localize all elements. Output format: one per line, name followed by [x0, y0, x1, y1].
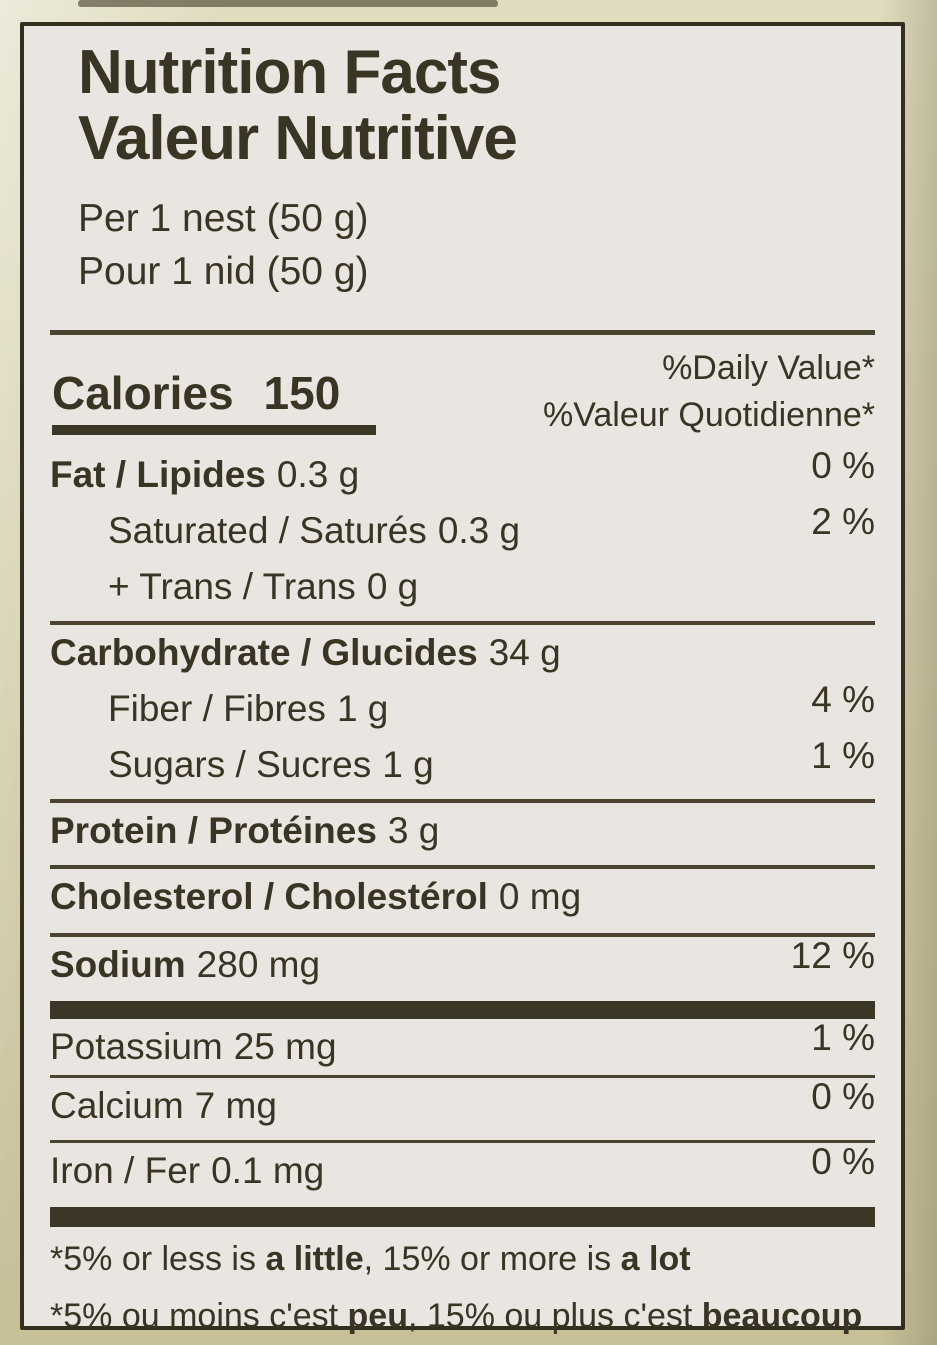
nutrition-facts-label: Nutrition Facts Valeur Nutritive Per 1 n…	[20, 22, 905, 1335]
footnote-text: *5% ou moins c'est	[50, 1297, 348, 1335]
nutrient-percent: 0 %	[811, 1076, 875, 1117]
nutrient-row-carbohydrate: Carbohydrate / Glucides 34 g	[50, 625, 875, 681]
separator	[50, 799, 875, 803]
nutrient-percent: 2 %	[811, 501, 875, 542]
nutrient-name: Sodium 280 mg	[50, 945, 320, 985]
nutrient-row-iron: Iron / Fer 0.1 mg 0 %	[50, 1141, 875, 1207]
daily-value-header: %Daily Value* %Valeur Quotidienne*	[543, 345, 875, 439]
nutrient-row-potassium: Potassium 25 mg 1 %	[50, 1017, 875, 1075]
nutrient-name: Cholesterol / Cholestérol 0 mg	[50, 877, 581, 917]
nutrient-percent: 0 %	[811, 1141, 875, 1182]
serving-size-en: Per 1 nest (50 g)	[78, 197, 369, 240]
daily-value-header-fr: %Valeur Quotidienne*	[542, 396, 875, 434]
nutrient-name-text: Fat / Lipides	[50, 454, 266, 495]
nutrient-row-sodium: Sodium 280 mg 12 %	[50, 935, 875, 1001]
thick-separator	[50, 1001, 875, 1019]
footnote-en: *5% or less is a little, 15% or more is …	[50, 1235, 875, 1284]
separator	[50, 621, 875, 625]
nutrient-name: Fiber / Fibres 1 g	[108, 689, 388, 729]
nutrient-name: Protein / Protéines 3 g	[50, 811, 439, 851]
nutrient-percent: 12 %	[790, 935, 875, 976]
calories-block: Calories 150	[52, 369, 376, 435]
nutrient-percent: 1 %	[811, 735, 875, 776]
nutrient-amount: 3 g	[387, 810, 440, 851]
nutrient-name-text: Iron / Fer	[50, 1150, 201, 1191]
nutrient-amount: 1 g	[336, 688, 389, 729]
footnote-fr: *5% ou moins c'est peu, 15% ou plus c'es…	[50, 1292, 875, 1341]
nutrient-amount: 0.1 mg	[211, 1150, 325, 1191]
nutrient-name-text: Fiber / Fibres	[108, 688, 326, 729]
title-fr: Valeur Nutritive	[78, 104, 518, 173]
nutrient-name-text: + Trans / Trans	[108, 566, 356, 607]
nutrient-row-cholesterol: Cholesterol / Cholestérol 0 mg	[50, 869, 875, 933]
nutrient-name-text: Protein / Protéines	[50, 810, 377, 851]
nutrient-name-text: Saturated / Saturés	[108, 510, 427, 551]
daily-value-header-en: %Daily Value*	[662, 349, 875, 387]
nutrient-name: Iron / Fer 0.1 mg	[50, 1151, 324, 1191]
nutrient-percent: 0 %	[811, 445, 875, 486]
nutrient-name: Saturated / Saturés 0.3 g	[108, 511, 520, 551]
nutrient-name: Potassium 25 mg	[50, 1027, 337, 1067]
nutrient-amount: 7 mg	[194, 1085, 277, 1126]
nutrient-row-fiber: Fiber / Fibres 1 g 4 %	[50, 679, 875, 737]
footnote-bold: a lot	[620, 1240, 691, 1278]
nutrient-name: Carbohydrate / Glucides 34 g	[50, 633, 561, 673]
nutrient-name-text: Sodium	[50, 944, 186, 985]
nutrient-name-text: Sugars / Sucres	[108, 744, 372, 785]
calories-underline	[52, 425, 376, 435]
nutrient-row-saturated: Saturated / Saturés 0.3 g 2 %	[50, 501, 875, 559]
title-en: Nutrition Facts	[78, 38, 501, 107]
nutrient-amount: 1 g	[382, 744, 434, 785]
footnote-bold: a little	[265, 1240, 364, 1278]
nutrient-row-trans: + Trans / Trans 0 g	[50, 559, 875, 621]
serving-size: Per 1 nest (50 g) Pour 1 nid (50 g)	[78, 192, 875, 298]
calories-header: Calories 150 %Daily Value* %Valeur Quotid…	[50, 335, 875, 447]
nutrient-amount: 0.3 g	[276, 454, 360, 495]
separator	[50, 1140, 875, 1143]
calories-value: 150	[263, 367, 341, 419]
nutrient-name-text: Potassium	[50, 1026, 223, 1067]
nutrient-name-text: Carbohydrate / Glucides	[50, 632, 478, 673]
separator	[50, 1075, 875, 1078]
nutrient-name-text: Cholesterol / Cholestérol	[50, 876, 488, 917]
nutrient-name: Sugars / Sucres 1 g	[108, 745, 434, 785]
serving-size-fr: Pour 1 nid (50 g)	[78, 250, 369, 293]
nutrient-row-calcium: Calcium 7 mg 0 %	[50, 1076, 875, 1140]
nutrient-amount: 0 g	[366, 566, 419, 607]
footnote-bold: beaucoup	[701, 1297, 863, 1335]
footnote-text: *5% or less is	[50, 1240, 266, 1278]
nutrient-amount: 0 mg	[498, 876, 582, 917]
nutrient-name: + Trans / Trans 0 g	[108, 567, 418, 607]
separator	[50, 330, 875, 335]
nutrient-amount: 280 mg	[196, 944, 321, 985]
calories-line: Calories 150	[52, 369, 376, 417]
thick-separator	[50, 1207, 875, 1227]
nutrient-row-protein: Protein / Protéines 3 g	[50, 803, 875, 865]
nutrient-name: Fat / Lipides 0.3 g	[50, 455, 359, 495]
footnote-text: , 15% or more is	[363, 1240, 621, 1278]
nutrient-percent: 4 %	[811, 679, 875, 720]
footnote-text: , 15% ou plus c'est	[407, 1297, 702, 1335]
calories-label: Calories	[52, 367, 234, 419]
nutrient-row-sugars: Sugars / Sucres 1 g 1 %	[50, 735, 875, 799]
separator	[50, 865, 875, 869]
package-edge-shadow	[78, 0, 498, 7]
footnote-bold: peu	[347, 1297, 408, 1335]
nutrient-amount: 0.3 g	[437, 510, 521, 551]
nutrient-amount: 34 g	[488, 632, 561, 673]
separator	[50, 933, 875, 937]
nutrient-row-fat: Fat / Lipides 0.3 g 0 %	[50, 445, 875, 503]
nutrient-amount: 25 mg	[233, 1026, 337, 1067]
label-titles: Nutrition Facts Valeur Nutritive	[78, 40, 875, 172]
nutrient-percent: 1 %	[811, 1017, 875, 1058]
nutrient-name: Calcium 7 mg	[50, 1086, 277, 1126]
nutrient-name-text: Calcium	[50, 1085, 184, 1126]
